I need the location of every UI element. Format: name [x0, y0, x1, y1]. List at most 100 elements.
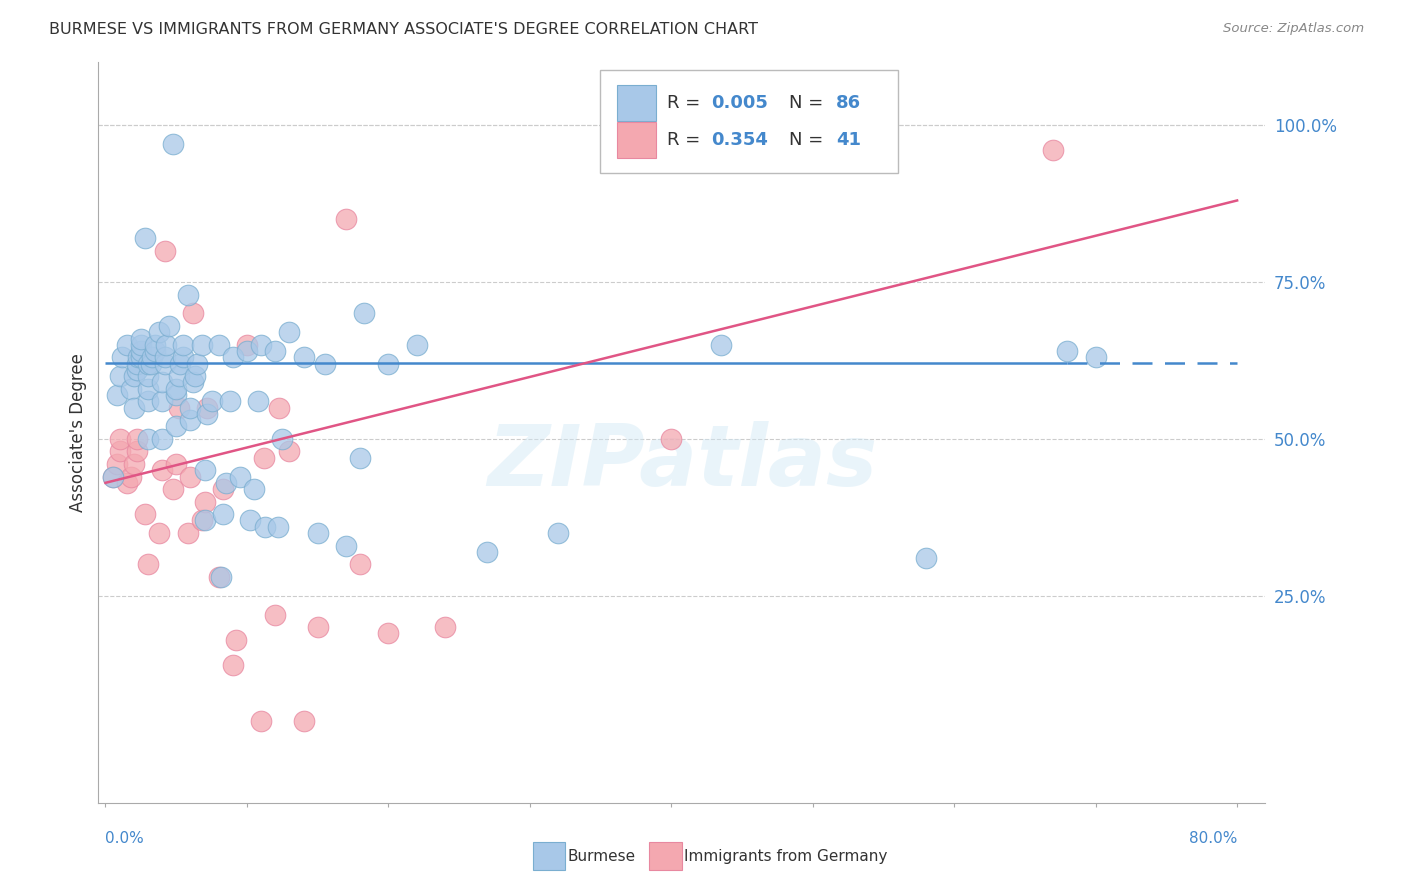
- Point: [212, 482, 235, 496]
- Point: [115, 338, 138, 352]
- Point: [349, 558, 371, 572]
- Point: [129, 338, 152, 352]
- Text: Source: ZipAtlas.com: Source: ZipAtlas.com: [1223, 22, 1364, 36]
- Point: [165, 419, 187, 434]
- Point: [250, 714, 273, 729]
- Text: N =: N =: [789, 95, 830, 112]
- Point: [236, 338, 259, 352]
- Point: [127, 351, 149, 365]
- Point: [125, 432, 148, 446]
- Point: [181, 376, 204, 390]
- Point: [176, 526, 198, 541]
- Point: [153, 244, 176, 258]
- Point: [193, 513, 215, 527]
- Point: [167, 401, 190, 415]
- Text: Burmese: Burmese: [568, 848, 636, 863]
- Point: [222, 657, 245, 672]
- Point: [335, 539, 357, 553]
- Point: [335, 212, 357, 227]
- Point: [1042, 143, 1064, 157]
- Point: [254, 520, 277, 534]
- Point: [190, 513, 212, 527]
- Text: 0.005: 0.005: [711, 95, 768, 112]
- Point: [150, 394, 173, 409]
- Text: 86: 86: [837, 95, 860, 112]
- Point: [250, 338, 273, 352]
- Text: R =: R =: [666, 131, 706, 149]
- Point: [377, 626, 399, 640]
- Point: [773, 130, 796, 145]
- Point: [307, 526, 329, 541]
- FancyBboxPatch shape: [650, 842, 682, 871]
- Point: [253, 450, 276, 465]
- Text: Immigrants from Germany: Immigrants from Germany: [685, 848, 887, 863]
- Point: [377, 357, 399, 371]
- Point: [150, 432, 173, 446]
- Point: [183, 369, 205, 384]
- Point: [167, 369, 190, 384]
- Point: [208, 338, 231, 352]
- Point: [190, 338, 212, 352]
- Point: [136, 394, 159, 409]
- Point: [278, 444, 301, 458]
- Point: [108, 444, 131, 458]
- Point: [243, 482, 266, 496]
- Point: [349, 450, 371, 465]
- Point: [176, 287, 198, 301]
- Point: [247, 394, 270, 409]
- Point: [136, 357, 159, 371]
- Point: [101, 469, 124, 483]
- Point: [125, 444, 148, 458]
- Point: [155, 338, 177, 352]
- Point: [136, 558, 159, 572]
- Point: [111, 351, 134, 365]
- Point: [659, 432, 682, 446]
- Point: [236, 344, 259, 359]
- FancyBboxPatch shape: [533, 842, 565, 871]
- Point: [353, 306, 375, 320]
- Point: [547, 526, 569, 541]
- FancyBboxPatch shape: [600, 70, 898, 173]
- Point: [307, 620, 329, 634]
- Y-axis label: Associate's Degree: Associate's Degree: [69, 353, 87, 512]
- Point: [212, 507, 235, 521]
- Point: [150, 463, 173, 477]
- Point: [115, 475, 138, 490]
- Point: [139, 357, 162, 371]
- Point: [105, 388, 128, 402]
- Point: [136, 432, 159, 446]
- Point: [292, 351, 315, 365]
- Point: [179, 401, 201, 415]
- Text: 41: 41: [837, 131, 860, 149]
- Point: [193, 463, 215, 477]
- Point: [264, 607, 287, 622]
- Text: 80.0%: 80.0%: [1188, 831, 1237, 846]
- Point: [278, 325, 301, 339]
- Point: [162, 136, 184, 151]
- Point: [179, 413, 201, 427]
- Point: [153, 351, 176, 365]
- Point: [134, 231, 156, 245]
- Point: [193, 494, 215, 508]
- Text: R =: R =: [666, 95, 706, 112]
- Point: [172, 351, 194, 365]
- Point: [915, 551, 938, 566]
- Point: [405, 338, 427, 352]
- Point: [314, 357, 336, 371]
- Point: [215, 475, 238, 490]
- Point: [239, 513, 262, 527]
- Point: [186, 357, 208, 371]
- Point: [1084, 351, 1107, 365]
- Point: [1056, 344, 1078, 359]
- Point: [477, 545, 499, 559]
- Point: [122, 369, 145, 384]
- Point: [269, 401, 291, 415]
- Point: [122, 457, 145, 471]
- Point: [143, 338, 166, 352]
- Point: [271, 432, 294, 446]
- Point: [108, 432, 131, 446]
- Point: [200, 394, 222, 409]
- Point: [181, 306, 204, 320]
- Point: [710, 338, 733, 352]
- Point: [105, 457, 128, 471]
